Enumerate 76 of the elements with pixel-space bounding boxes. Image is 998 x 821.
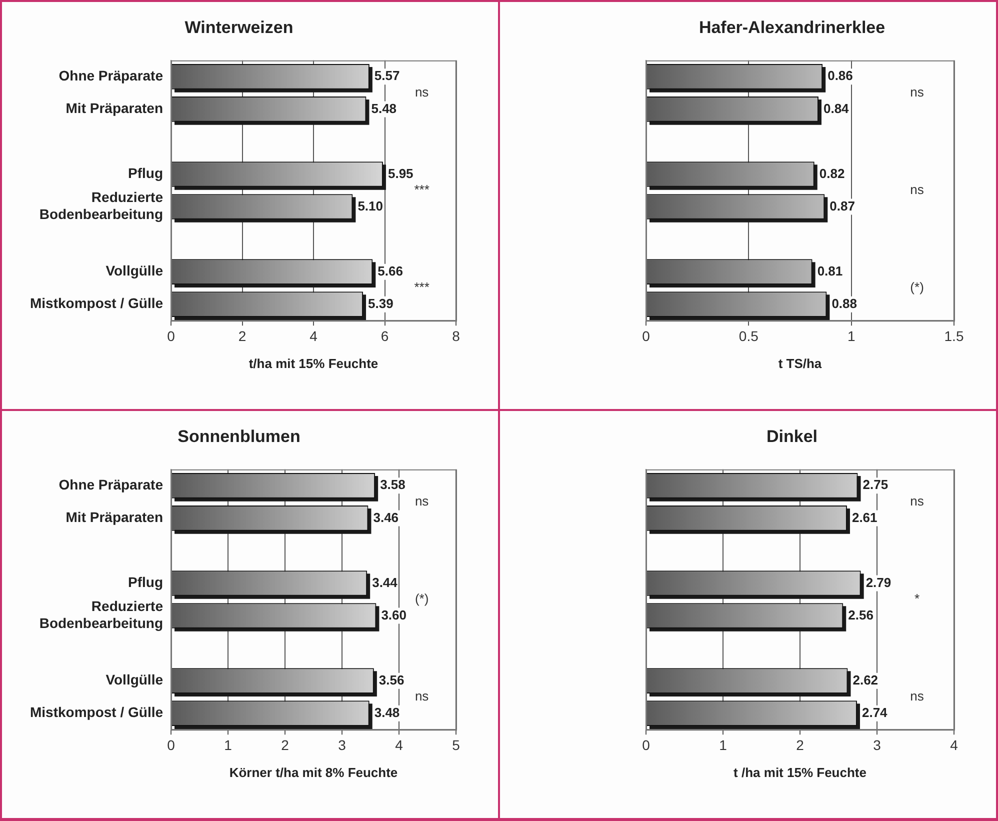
annotation: *** <box>414 280 430 295</box>
x-tick-label: 6 <box>380 328 389 344</box>
data-label: 2.56 <box>848 607 874 622</box>
annotation: ns <box>910 182 924 198</box>
data-label: 3.60 <box>381 607 407 622</box>
annotation: ns <box>910 84 924 100</box>
data-label: 3.44 <box>372 574 398 590</box>
x-tick-label: 5 <box>452 736 460 753</box>
annotation: ns <box>414 688 430 704</box>
data-label: 5.39 <box>368 296 394 311</box>
x-tick-label: 4 <box>310 328 318 344</box>
x-tick-label: 1 <box>847 328 856 344</box>
annotation: * <box>914 591 920 606</box>
x-tick-label: 0 <box>642 328 650 344</box>
data-label: 2.61 <box>852 510 878 525</box>
data-label: 5.57 <box>374 68 400 84</box>
x-tick-label: 3 <box>873 736 882 753</box>
x-tick-label: 2 <box>281 736 290 753</box>
x-tick-label: 0 <box>167 736 176 753</box>
data-label: 5.10 <box>358 198 384 214</box>
y-tick-label: Reduzierte Bodenbearbeitung <box>39 189 164 222</box>
y-tick-label: Vollgülle <box>106 262 164 279</box>
data-label: 5.95 <box>388 166 414 181</box>
x-axis-title: t/ha mit 15% Feuchte <box>248 356 378 371</box>
data-label: 3.58 <box>380 477 406 492</box>
y-tick-label: Vollgülle <box>106 672 164 688</box>
x-tick-label: 2 <box>796 736 804 753</box>
x-tick-label: 8 <box>452 328 460 344</box>
data-label: 5.66 <box>378 263 403 278</box>
x-tick-label: 4 <box>950 736 958 753</box>
x-tick-label: 3 <box>338 736 346 753</box>
data-label: 3.48 <box>374 704 400 720</box>
data-label: 2.75 <box>862 477 888 492</box>
annotation: (*) <box>910 280 924 295</box>
x-tick-label: 4 <box>395 736 404 753</box>
x-axis-title: t /ha mit 15% Feuchte <box>734 764 866 780</box>
x-tick-label: 0.5 <box>738 328 759 344</box>
data-label: 3.56 <box>378 672 404 688</box>
y-tick-label: Pflug <box>128 574 164 590</box>
data-label: 0.87 <box>830 198 855 214</box>
data-label: 0.81 <box>817 263 843 278</box>
y-tick-label: Pflug <box>128 165 164 182</box>
chart-title: Dinkel <box>766 426 818 446</box>
chart-title: Hafer-Alexandrinerklee <box>698 18 886 37</box>
y-tick-label: Mistkompost / Gülle <box>30 295 164 312</box>
y-tick-label: Reduzierte Bodenbearbeitung <box>39 598 164 632</box>
data-label: 0.88 <box>832 296 858 311</box>
data-label: 5.48 <box>371 100 397 116</box>
chart-title: Winterweizen <box>184 18 294 37</box>
y-tick-label: Ohne Präparate <box>58 476 164 493</box>
data-label: 3.46 <box>373 510 399 525</box>
data-label: 0.82 <box>819 166 845 181</box>
x-tick-label: 2 <box>238 328 246 344</box>
data-label: 2.74 <box>862 704 888 720</box>
data-label: 2.79 <box>866 574 892 590</box>
x-axis-title: t TS/ha <box>778 356 822 371</box>
x-axis-title: Körner t/ha mit 8% Feuchte <box>229 764 398 780</box>
data-label: 0.86 <box>828 68 853 84</box>
annotation: *** <box>414 182 430 198</box>
x-tick-label: 0 <box>167 328 176 344</box>
y-tick-label: Mistkompost / Gülle <box>30 704 164 720</box>
annotation: (*) <box>414 591 429 606</box>
annotation: ns <box>910 688 924 704</box>
chart-title: Sonnenblumen <box>178 426 300 446</box>
y-tick-label: Mit Präparaten <box>66 509 164 526</box>
data-label: 0.84 <box>823 100 850 116</box>
data-label: 2.62 <box>852 672 878 688</box>
x-tick-label: 1 <box>719 736 728 753</box>
x-tick-label: 1.5 <box>944 328 964 344</box>
annotation: ns <box>414 84 430 100</box>
x-tick-label: 0 <box>642 736 650 753</box>
annotation: ns <box>910 494 924 509</box>
y-tick-label: Mit Präparaten <box>66 100 164 116</box>
y-tick-label: Ohne Präparate <box>58 68 164 84</box>
annotation: ns <box>414 494 430 509</box>
x-tick-label: 1 <box>224 736 232 753</box>
